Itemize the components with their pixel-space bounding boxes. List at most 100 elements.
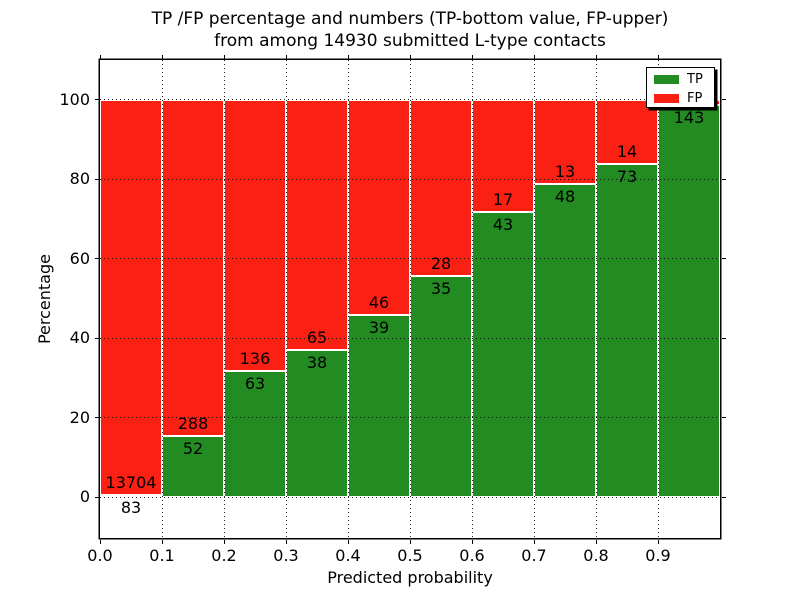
bar-label-fp: 17 bbox=[492, 190, 514, 210]
bar-segment-fp bbox=[472, 99, 534, 213]
bar-label-fp: 65 bbox=[306, 328, 328, 348]
legend-row: TP bbox=[654, 71, 714, 87]
chart-title-line1: TP /FP percentage and numbers (TP-bottom… bbox=[151, 9, 669, 29]
bar-segment-fp bbox=[162, 99, 224, 437]
y-tick-mark-left bbox=[94, 496, 99, 498]
y-tick-mark-left bbox=[94, 178, 99, 180]
bar-label-tp: 52 bbox=[182, 439, 204, 459]
v-gridline bbox=[657, 60, 659, 538]
x-tick-mark-bottom bbox=[161, 539, 163, 544]
x-tick-mark-top bbox=[99, 54, 101, 59]
x-tick-mark-top bbox=[595, 54, 597, 59]
bar-label-tp: 48 bbox=[554, 187, 576, 207]
bar-segment-fp bbox=[410, 99, 472, 277]
v-gridline bbox=[347, 60, 349, 538]
bar-segment-fp bbox=[348, 99, 410, 315]
legend-row: FP bbox=[654, 90, 714, 106]
y-tick-label: 80 bbox=[69, 169, 90, 189]
bar-label-fp: 288 bbox=[177, 414, 209, 434]
x-axis-label: Predicted probability bbox=[327, 568, 493, 587]
legend-swatch-tp bbox=[654, 74, 679, 84]
x-tick-mark-bottom bbox=[657, 539, 659, 544]
y-tick-mark-right bbox=[721, 337, 726, 339]
bar-label-fp: 13704 bbox=[105, 472, 157, 492]
bar-label-fp: 14 bbox=[616, 141, 638, 161]
x-tick-label: 0.0 bbox=[87, 546, 113, 565]
chart-title: TP /FP percentage and numbers (TP-bottom… bbox=[100, 8, 720, 52]
bar-label-tp: 83 bbox=[120, 497, 142, 517]
bar-segment-tp bbox=[658, 105, 720, 498]
bar-label-tp: 35 bbox=[430, 279, 452, 299]
x-tick-label: 0.3 bbox=[273, 546, 299, 565]
bar-segment-tp bbox=[534, 184, 596, 498]
x-tick-mark-top bbox=[161, 54, 163, 59]
x-tick-label: 0.1 bbox=[149, 546, 175, 565]
v-gridline bbox=[409, 60, 411, 538]
y-tick-mark-left bbox=[94, 337, 99, 339]
bar-label-tp: 38 bbox=[306, 353, 328, 373]
x-tick-mark-top bbox=[409, 54, 411, 59]
bar-label-fp: 28 bbox=[430, 254, 452, 274]
bar-label-tp: 43 bbox=[492, 215, 514, 235]
y-tick-label: 60 bbox=[69, 248, 90, 268]
bar-label-fp: 136 bbox=[239, 349, 271, 369]
x-tick-mark-top bbox=[533, 54, 535, 59]
bar-label-fp: 46 bbox=[368, 292, 390, 312]
bar-segment-tp bbox=[348, 314, 410, 498]
x-tick-label: 0.7 bbox=[521, 546, 547, 565]
x-tick-mark-top bbox=[285, 54, 287, 59]
y-tick-mark-right bbox=[721, 178, 726, 180]
bar-segment-tp bbox=[596, 163, 658, 498]
legend-swatch-fp bbox=[654, 93, 679, 103]
bar-label-tp: 73 bbox=[616, 166, 638, 186]
x-tick-mark-top bbox=[347, 54, 349, 59]
bar-segment-tp bbox=[472, 212, 534, 498]
y-tick-label: 40 bbox=[69, 328, 90, 348]
x-tick-label: 0.4 bbox=[335, 546, 361, 565]
bar-segment-tp bbox=[286, 350, 348, 498]
bar-segment-fp bbox=[286, 99, 348, 351]
chart-title-line2: from among 14930 submitted L-type contac… bbox=[214, 31, 606, 51]
bar-segment-fp bbox=[534, 99, 596, 185]
bar-segment-tp bbox=[410, 276, 472, 498]
x-tick-mark-bottom bbox=[595, 539, 597, 544]
v-gridline bbox=[285, 60, 287, 538]
x-tick-mark-bottom bbox=[223, 539, 225, 544]
bar-label-tp: 39 bbox=[368, 317, 390, 337]
x-tick-mark-top bbox=[223, 54, 225, 59]
y-tick-mark-left bbox=[94, 417, 99, 419]
x-tick-mark-bottom bbox=[409, 539, 411, 544]
y-tick-mark-right bbox=[721, 99, 726, 101]
x-tick-mark-top bbox=[471, 54, 473, 59]
x-tick-label: 0.5 bbox=[397, 546, 423, 565]
x-tick-label: 0.9 bbox=[645, 546, 671, 565]
plot-area: 0.0 0.1 0.2 0.3 0.4 0.5 0.6 0.7 0.8 0.9 0 20 40 60 80 1… bbox=[59, 54, 726, 565]
bar-label-fp: 13 bbox=[554, 162, 576, 182]
y-tick-label: 100 bbox=[59, 89, 90, 109]
legend: TP FP bbox=[646, 67, 715, 108]
legend-label-tp: TP bbox=[687, 71, 703, 87]
v-gridline bbox=[471, 60, 473, 538]
x-tick-mark-bottom bbox=[285, 539, 287, 544]
y-tick-mark-right bbox=[721, 258, 726, 260]
v-gridline bbox=[533, 60, 535, 538]
y-tick-label: 0 bbox=[79, 487, 90, 507]
bar-segment-fp bbox=[100, 99, 162, 495]
v-gridline bbox=[223, 60, 225, 538]
v-gridline bbox=[595, 60, 597, 538]
bar-label-tp: 143 bbox=[673, 108, 705, 128]
x-tick-mark-bottom bbox=[533, 539, 535, 544]
x-tick-mark-top bbox=[657, 54, 659, 59]
x-tick-label: 0.6 bbox=[459, 546, 485, 565]
x-tick-label: 0.8 bbox=[583, 546, 609, 565]
y-tick-mark-right bbox=[721, 496, 726, 498]
y-tick-mark-left bbox=[94, 99, 99, 101]
bar-label-tp: 63 bbox=[244, 374, 266, 394]
x-tick-mark-bottom bbox=[99, 539, 101, 544]
v-gridline bbox=[161, 60, 163, 538]
legend-label-fp: FP bbox=[687, 90, 703, 106]
y-tick-mark-right bbox=[721, 417, 726, 419]
x-tick-label: 0.2 bbox=[211, 546, 237, 565]
bar-segment-fp bbox=[596, 99, 658, 164]
